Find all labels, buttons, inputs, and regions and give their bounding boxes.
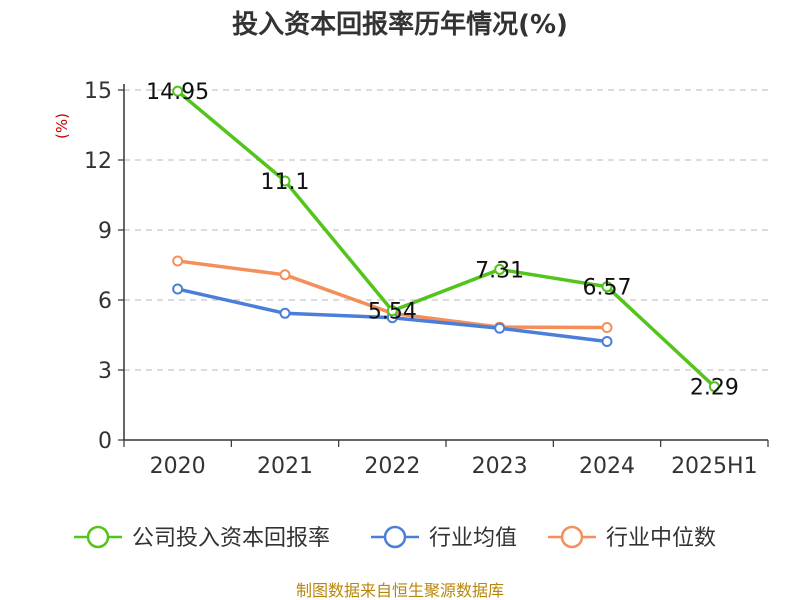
series-layer: [172, 85, 720, 393]
data-label: 2.29: [690, 376, 739, 401]
legend-swatch-marker: [560, 525, 584, 549]
axes: 0 3 6 9 12 15 2020 2021 2022 2023 2024 2025H1: [84, 79, 769, 479]
y-tick-label: 12: [84, 149, 112, 174]
data-point: [172, 85, 184, 97]
data-label: 7.31: [475, 258, 524, 283]
data-point: [601, 281, 613, 293]
data-labels: 14.95 11.1 5.54 7.31 6.57 2.29: [146, 80, 739, 400]
data-point: [279, 175, 291, 187]
data-point: [172, 255, 184, 267]
data-point: [494, 263, 506, 275]
y-tick-label: 0: [98, 429, 112, 454]
data-label: 11.1: [261, 170, 310, 195]
chart-title: 投入资本回报率历年情况(%): [232, 9, 568, 40]
series-line: [176, 89, 716, 388]
x-tick-label: 2025H1: [671, 454, 758, 479]
data-point: [708, 381, 720, 393]
source-note: 制图数据来自恒生聚源数据库: [296, 581, 504, 600]
legend-item[interactable]: 行业中位数: [548, 525, 716, 551]
legend-label: 行业均值: [429, 526, 517, 551]
legend-swatch-marker: [383, 525, 407, 549]
y-axis-label: (%): [53, 113, 71, 139]
data-point: [601, 322, 613, 334]
legend-item[interactable]: 行业均值: [371, 525, 517, 551]
legend-label: 公司投入资本回报率: [132, 526, 330, 551]
data-label: 5.54: [368, 300, 417, 325]
x-tick-label: 2021: [257, 454, 313, 479]
y-tick-label: 9: [98, 219, 112, 244]
data-label: 6.57: [583, 276, 632, 301]
x-tick-label: 2022: [364, 454, 420, 479]
data-point: [386, 305, 398, 317]
data-point: [494, 322, 506, 334]
y-tick-label: 3: [98, 359, 112, 384]
data-point: [601, 336, 613, 348]
legend-item[interactable]: 公司投入资本回报率: [74, 525, 330, 551]
x-tick-label: 2024: [579, 454, 635, 479]
legend-label: 行业中位数: [606, 526, 716, 551]
x-tick-label: 2020: [150, 454, 206, 479]
grid-lines: [124, 89, 768, 371]
data-label: 14.95: [146, 80, 209, 105]
data-point: [172, 283, 184, 295]
legend-swatch-marker: [86, 525, 110, 549]
x-tick-label: 2023: [472, 454, 528, 479]
y-tick-label: 15: [84, 79, 112, 104]
y-tick-label: 6: [98, 289, 112, 314]
data-point: [279, 307, 291, 319]
data-point: [279, 269, 291, 281]
legend[interactable]: 公司投入资本回报率 行业均值 行业中位数: [74, 525, 716, 551]
